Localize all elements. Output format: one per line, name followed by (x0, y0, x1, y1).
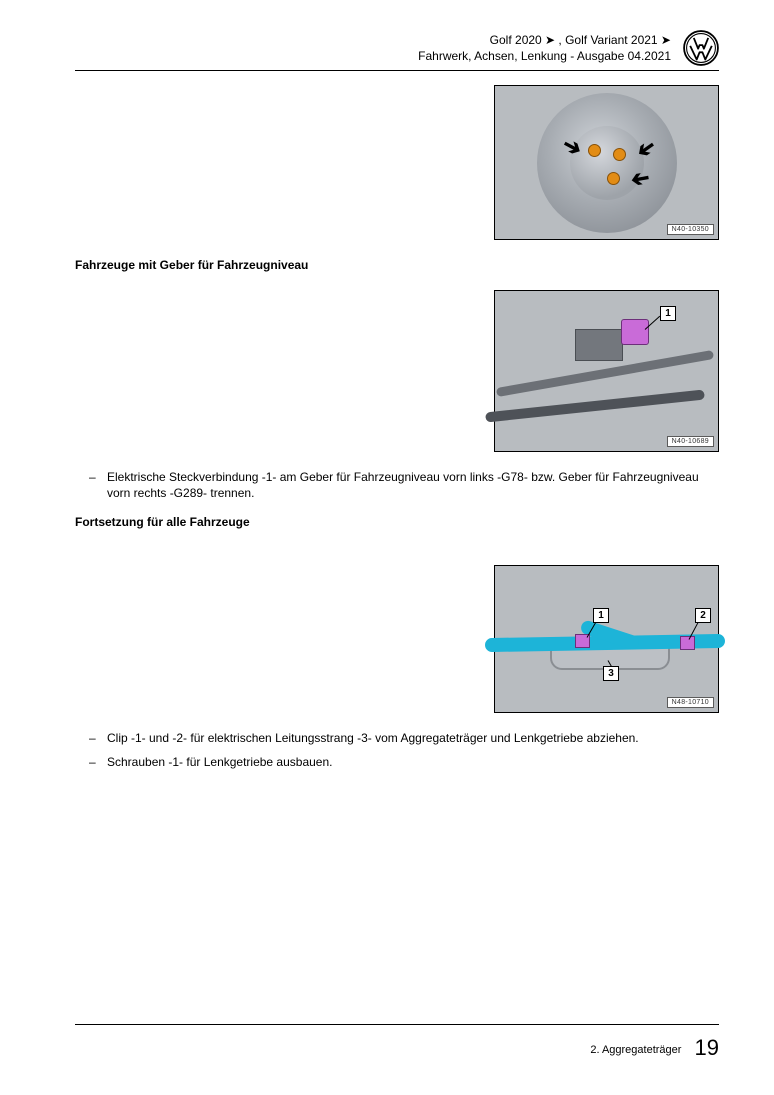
connector-graphic (621, 319, 649, 345)
callout-1: 1 (660, 306, 676, 321)
sensor-body-graphic (575, 329, 623, 361)
step-item: Schrauben -1- für Lenkgetriebe ausbauen. (75, 755, 719, 770)
stabilizer-bar-graphic (485, 390, 705, 423)
callout-1: 1 (593, 608, 609, 623)
spacer (75, 547, 719, 565)
figure-id-label: N40-10689 (667, 436, 714, 447)
figure-id-label: N40-10350 (667, 224, 714, 235)
page: Golf 2020 ➤ , Golf Variant 2021 ➤ Fahrwe… (0, 0, 774, 1095)
header-doctitle: Fahrwerk, Achsen, Lenkung - Ausgabe 04.2… (75, 48, 671, 64)
step-list: Clip -1- und -2- für elektrischen Leitun… (75, 731, 719, 771)
figure-3: 1 2 3 N48-10710 (494, 565, 719, 713)
clip-graphic (680, 636, 695, 650)
step-list: Elektrische Steckverbindung -1- am Geber… (75, 470, 719, 501)
callout-3: 3 (603, 666, 619, 681)
figure-id-label: N48-10710 (667, 697, 714, 708)
page-footer: 2. Aggregateträger 19 (75, 1024, 719, 1061)
footer-section: 2. Aggregateträger (590, 1044, 681, 1056)
figure-2: 1 N40-10689 (494, 290, 719, 452)
heading-continuation: Fortsetzung für alle Fahrzeuge (75, 515, 719, 529)
vw-logo-icon (683, 30, 719, 66)
step-item: Elektrische Steckverbindung -1- am Geber… (75, 470, 719, 501)
page-header: Golf 2020 ➤ , Golf Variant 2021 ➤ Fahrwe… (75, 32, 719, 64)
page-number: 19 (695, 1035, 719, 1060)
header-models: Golf 2020 ➤ , Golf Variant 2021 ➤ (75, 32, 671, 48)
footer-text: 2. Aggregateträger 19 (75, 1035, 719, 1061)
footer-rule (75, 1024, 719, 1025)
figure-1: ➔ ➔ ➔ N40-10350 (494, 85, 719, 240)
heading-vehicles-with-sensor: Fahrzeuge mit Geber für Fahrzeugniveau (75, 258, 719, 272)
step-item: Clip -1- und -2- für elektrischen Leitun… (75, 731, 719, 746)
header-rule (75, 70, 719, 71)
callout-2: 2 (695, 608, 711, 623)
